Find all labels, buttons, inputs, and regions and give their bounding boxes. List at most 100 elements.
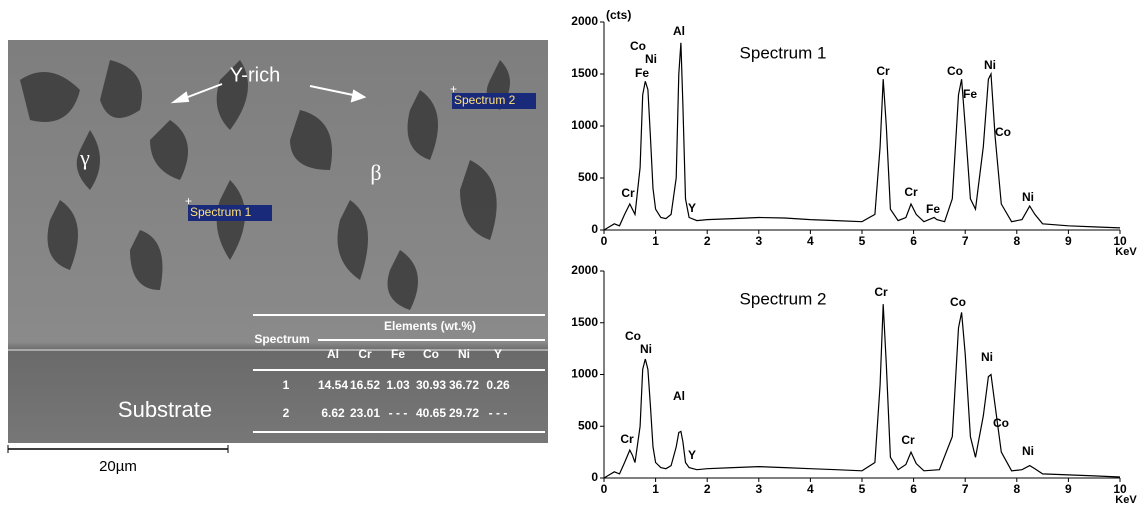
spectrum-line [603, 42, 1121, 231]
label-spectrum-2: Spectrum 2 [454, 93, 516, 107]
peak-label: Co [950, 295, 966, 309]
peak-label: Fe [926, 202, 940, 216]
x-tick-label: 3 [755, 234, 762, 248]
table-cell: 1.03 [386, 378, 410, 392]
table-rules [253, 314, 545, 433]
y-tick-label: 0 [591, 222, 598, 236]
label-spectrum-1: Spectrum 1 [190, 205, 252, 219]
chart-title: Spectrum 1 [740, 43, 827, 62]
table-cell: 23.01 [350, 406, 380, 420]
x-tick-label: 9 [1065, 234, 1072, 248]
table-column: Cr [358, 347, 372, 361]
y-tick-label: 500 [578, 170, 598, 184]
table-row-header: Spectrum [254, 332, 309, 346]
x-tick-label: 3 [755, 482, 762, 496]
table-cell: - - - [389, 406, 408, 420]
table-cell: 0.26 [486, 378, 510, 392]
table-cell: 29.72 [449, 406, 479, 420]
arrows [170, 83, 367, 104]
peak-label: Cr [901, 433, 915, 447]
x-tick-label: 2 [704, 482, 711, 496]
peak-label: Ni [645, 52, 657, 66]
table-header: Elements (wt.%) [384, 319, 476, 333]
peak-label: Cr [904, 185, 918, 199]
table-column: Y [494, 347, 502, 361]
peak-label: Cr [620, 432, 634, 446]
y-tick-label: 1000 [571, 367, 598, 381]
dark-phase [20, 60, 510, 310]
x-tick-label: 8 [1013, 482, 1020, 496]
y-axis-label: (cts) [606, 8, 631, 22]
table-column: Fe [391, 347, 405, 361]
peak-label: Y [688, 201, 696, 215]
table-column: Al [327, 347, 339, 361]
x-tick-label: 8 [1013, 234, 1020, 248]
label-beta: β [370, 160, 381, 185]
table-cell: 2 [283, 406, 290, 420]
marker-2: + [450, 82, 457, 96]
peak-label: Cr [874, 285, 888, 299]
peak-label: Co [625, 329, 641, 343]
x-tick-label: 0 [601, 482, 608, 496]
peak-label: Ni [984, 58, 996, 72]
table-cell: 14.54 [318, 378, 348, 392]
table-cell: 36.72 [449, 378, 479, 392]
peak-label: Ni [1022, 190, 1034, 204]
x-tick-label: 2 [704, 234, 711, 248]
peak-label: Al [673, 24, 685, 38]
peak-label: Al [673, 389, 685, 403]
label-gamma: γ [79, 145, 90, 170]
y-tick-label: 2000 [571, 263, 598, 277]
x-tick-label: 9 [1065, 482, 1072, 496]
table-cell: 16.52 [350, 378, 380, 392]
y-tick-label: 500 [578, 418, 598, 432]
x-tick-label: 6 [910, 234, 917, 248]
chart-title: Spectrum 2 [740, 289, 827, 308]
peak-label: Co [947, 64, 963, 78]
x-tick-label: 5 [859, 234, 866, 248]
peak-label: Co [630, 39, 646, 53]
table-cell: 6.62 [321, 406, 345, 420]
x-tick-label: 6 [910, 482, 917, 496]
sem-image: Y-rich γ β + Spectrum 1 + Spectrum 2 Sub… [7, 40, 548, 475]
x-tick-label: 1 [652, 234, 659, 248]
x-tick-label: 0 [601, 234, 608, 248]
x-axis-label: KeV [1115, 494, 1137, 506]
y-tick-label: 1000 [571, 118, 598, 132]
x-tick-label: 10 [1113, 234, 1127, 248]
y-tick-label: 0 [591, 470, 598, 484]
x-axis-label: KeV [1115, 246, 1137, 258]
x-tick-label: 5 [859, 482, 866, 496]
peak-label: Co [995, 125, 1011, 139]
y-tick-label: 1500 [571, 66, 598, 80]
x-tick-label: 10 [1113, 482, 1127, 496]
x-tick-label: 1 [652, 482, 659, 496]
table-column: Ni [458, 347, 470, 361]
table-cell: 40.65 [416, 406, 446, 420]
peak-label: Co [993, 416, 1009, 430]
peak-label: Fe [635, 66, 649, 80]
x-tick-label: 4 [807, 234, 814, 248]
spectrum-2-box [452, 93, 536, 109]
table-cell: - - - [489, 406, 508, 420]
peak-label: Cr [621, 186, 635, 200]
peak-label: Ni [981, 350, 993, 364]
spectrum-1-box [188, 205, 272, 221]
composition-table: Elements (wt.%) Spectrum Al Cr Fe Co Ni Y 1 14.… [254, 319, 510, 420]
scale-bar-label: 20µm [99, 458, 137, 475]
marker-1: + [185, 194, 192, 208]
table-column: Co [423, 347, 439, 361]
x-tick-label: 4 [807, 482, 814, 496]
x-tick-label: 7 [962, 234, 969, 248]
peak-label: Cr [876, 64, 890, 78]
peak-label: Ni [640, 342, 652, 356]
label-substrate: Substrate [118, 397, 212, 422]
label-y-rich: Y-rich [230, 64, 280, 86]
spectrum-line [603, 304, 1121, 479]
y-tick-label: 2000 [571, 14, 598, 28]
y-tick-label: 1500 [571, 315, 598, 329]
table-cell: 1 [283, 378, 290, 392]
